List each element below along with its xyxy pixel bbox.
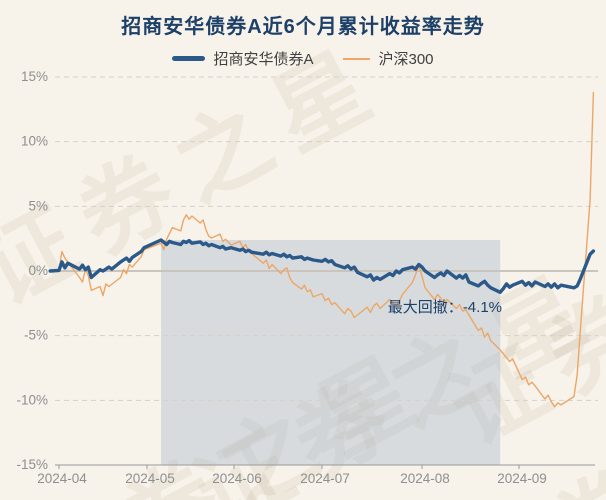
legend-label-index: 沪深300 — [378, 51, 434, 68]
chart-legend: 招商安华债券A 沪深300 — [0, 48, 606, 69]
legend-label-fund: 招商安华债券A — [213, 51, 314, 68]
x-tick-label: 2024-04 — [37, 471, 87, 486]
index-line — [49, 91, 595, 408]
y-tick-label: 10% — [21, 134, 48, 149]
drawdown-region — [161, 239, 501, 465]
x-tick-label: 2024-09 — [497, 471, 547, 486]
y-tick-label: 5% — [28, 198, 48, 213]
fund-line — [48, 238, 596, 294]
legend-item-index[interactable]: 沪深300 — [343, 48, 434, 69]
y-tick-label: 15% — [21, 69, 48, 84]
legend-item-fund[interactable]: 招商安华债券A — [172, 48, 313, 69]
max-drawdown-value: -4.1% — [462, 299, 502, 316]
chart-title: 招商安华债券A近6个月累计收益率走势 — [121, 16, 485, 38]
x-tick-label: 2024-05 — [125, 471, 175, 486]
x-tick-label: 2024-07 — [300, 471, 350, 486]
max-drawdown-annotation: 最大回撤：-4.1% — [388, 296, 502, 317]
y-tick-label: -5% — [24, 328, 48, 343]
y-tick-label: -15% — [16, 457, 48, 472]
x-tick-label: 2024-06 — [212, 471, 262, 486]
max-drawdown-label: 最大回撤： — [387, 299, 463, 316]
y-tick-label: -10% — [16, 392, 48, 407]
x-tick-label: 2024-08 — [400, 471, 450, 486]
y-tick-label: 0% — [28, 263, 48, 278]
index-line-swatch-icon — [343, 57, 371, 60]
fund-line-swatch-icon — [172, 56, 206, 61]
